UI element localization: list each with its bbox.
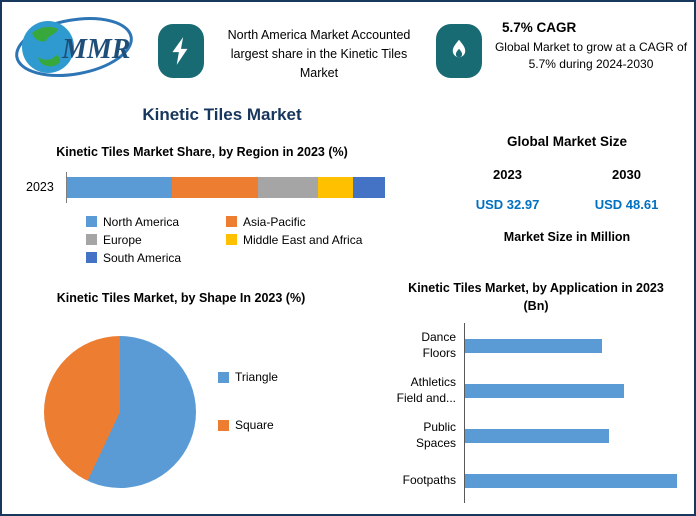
legend-swatch <box>226 234 237 245</box>
legend-item: Middle East and Africa <box>226 233 388 247</box>
market-size-panel: Global Market Size 2023 2030 USD 32.97 U… <box>448 134 686 244</box>
region-segment-south-america <box>352 176 385 198</box>
region-chart-title: Kinetic Tiles Market Share, by Region in… <box>56 145 348 159</box>
value-2030: USD 48.61 <box>594 197 659 212</box>
region-chart: Kinetic Tiles Market Share, by Region in… <box>16 144 388 265</box>
application-bar <box>465 338 603 353</box>
region-stacked-bar <box>67 176 385 198</box>
legend-item: Triangle <box>218 370 278 384</box>
legend-item: Europe <box>86 233 226 247</box>
cagr-title: 5.7% CAGR <box>502 20 577 35</box>
application-row: Dance Floors <box>386 323 686 368</box>
year-2030-label: 2030 <box>612 167 641 182</box>
bar-area <box>464 323 686 368</box>
application-row: Footpaths <box>386 458 686 503</box>
page-title: Kinetic Tiles Market <box>142 105 302 124</box>
globe-icon: MMR <box>15 17 133 77</box>
market-size-title: Global Market Size <box>506 134 628 149</box>
region-legend: North America Asia-Pacific Europe Middle Ea… <box>86 215 388 265</box>
legend-swatch <box>86 234 97 245</box>
application-bar <box>465 428 609 443</box>
flame-icon <box>452 39 466 58</box>
application-rows: Dance Floors Athletics Field and... Public… <box>386 323 686 503</box>
region-chart-row: 2023 <box>16 171 388 203</box>
bar-area <box>464 413 686 458</box>
legend-item: Square <box>218 418 278 432</box>
application-row: Athletics Field and... <box>386 368 686 413</box>
application-bar <box>465 473 678 488</box>
region-segment-asia-pacific <box>171 176 258 198</box>
region-segment-europe <box>257 176 319 198</box>
application-row: Public Spaces <box>386 413 686 458</box>
legend-item: North America <box>86 215 226 229</box>
legend-label: Triangle <box>235 370 278 384</box>
header-callout: North America Market Accounted largest s… <box>227 28 411 80</box>
flame-badge <box>436 24 482 78</box>
legend-swatch <box>226 216 237 227</box>
region-segment-middle-east-and-africa <box>318 176 353 198</box>
application-chart: Kinetic Tiles Market, by Application in … <box>386 280 686 503</box>
legend-item: Asia-Pacific <box>226 215 388 229</box>
bar-area <box>464 368 686 413</box>
region-axis-label: 2023 <box>26 180 54 194</box>
category-label: Athletics Field and... <box>396 374 456 405</box>
legend-label: Square <box>235 418 274 432</box>
shape-chart: Kinetic Tiles Market, by Shape In 2023 (… <box>16 290 346 488</box>
shape-pie <box>44 336 196 488</box>
legend-label: Middle East and Africa <box>243 232 363 247</box>
market-size-grid: 2023 2030 USD 32.97 USD 48.61 <box>448 167 686 212</box>
lightning-icon <box>172 37 188 65</box>
svg-text:MMR: MMR <box>61 34 130 65</box>
region-segment-north-america <box>67 176 172 198</box>
shape-legend: Triangle Square <box>218 370 278 432</box>
category-label: Public Spaces <box>415 419 456 450</box>
legend-label: South America <box>103 250 182 265</box>
lightning-badge <box>158 24 204 78</box>
category-label: Footpaths <box>402 472 456 487</box>
cagr-text: Global Market to grow at a CAGR of 5.7% … <box>494 40 688 72</box>
legend-label: Asia-Pacific <box>243 214 306 229</box>
application-chart-title: Kinetic Tiles Market, by Application in … <box>408 281 664 313</box>
category-label: Dance Floors <box>421 329 456 360</box>
legend-item: South America <box>86 251 226 265</box>
application-bar <box>465 383 625 398</box>
market-size-note: Market Size in Million <box>503 230 631 244</box>
mmr-logo: MMR <box>12 8 146 86</box>
legend-swatch <box>86 252 97 263</box>
cagr-block: 5.7% CAGR Global Market to grow at a CAG… <box>494 20 688 74</box>
bar-area <box>464 458 686 503</box>
shape-chart-title: Kinetic Tiles Market, by Shape In 2023 (… <box>56 291 306 305</box>
year-2023-label: 2023 <box>493 167 522 182</box>
legend-swatch <box>86 216 97 227</box>
legend-swatch <box>218 419 229 431</box>
value-2023: USD 32.97 <box>475 197 540 212</box>
region-axis <box>66 171 388 203</box>
legend-label: North America <box>103 214 180 229</box>
legend-label: Europe <box>103 232 142 247</box>
legend-swatch <box>218 371 229 383</box>
